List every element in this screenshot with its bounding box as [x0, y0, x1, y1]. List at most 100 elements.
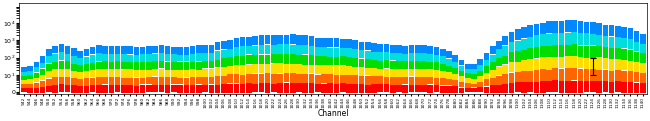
Bar [146, 69, 151, 77]
Bar [627, 71, 633, 82]
Bar [259, 35, 265, 45]
Bar [77, 65, 83, 72]
Bar [165, 46, 170, 54]
Bar [102, 46, 108, 54]
Bar [159, 45, 164, 53]
Bar [490, 70, 495, 78]
Bar [315, 56, 320, 65]
Bar [152, 68, 158, 76]
Bar [271, 74, 277, 83]
Bar [115, 69, 120, 77]
Bar [227, 48, 233, 57]
Bar [534, 81, 540, 93]
Bar [309, 45, 314, 55]
Bar [502, 36, 508, 45]
Bar [421, 45, 427, 53]
Bar [71, 48, 77, 56]
Bar [202, 53, 208, 61]
Bar [209, 45, 214, 53]
Bar [640, 43, 645, 53]
Bar [359, 84, 364, 93]
Bar [465, 87, 471, 92]
Bar [52, 45, 58, 53]
Bar [321, 56, 327, 65]
Bar [428, 46, 433, 54]
Bar [152, 61, 158, 69]
Bar [509, 32, 514, 42]
Bar [434, 85, 439, 92]
Bar [90, 70, 96, 77]
Bar [402, 61, 408, 69]
Bar [40, 56, 46, 63]
Bar [402, 53, 408, 61]
Bar [640, 34, 645, 44]
Bar [133, 78, 139, 86]
Bar [290, 45, 296, 54]
Bar [440, 63, 445, 71]
Bar [65, 46, 70, 54]
Bar [196, 53, 202, 61]
Bar [340, 39, 346, 48]
Bar [534, 35, 540, 47]
Bar [421, 77, 427, 85]
Bar [402, 76, 408, 84]
Bar [46, 71, 51, 78]
Bar [396, 77, 402, 85]
Bar [183, 47, 189, 55]
Bar [321, 47, 327, 56]
Bar [471, 64, 477, 69]
Bar [596, 34, 602, 46]
Bar [415, 77, 421, 85]
Bar [246, 65, 252, 74]
Bar [202, 60, 208, 68]
Bar [565, 81, 571, 93]
Bar [496, 67, 502, 75]
Bar [90, 47, 96, 54]
Bar [252, 46, 258, 55]
Bar [252, 36, 258, 45]
Bar [584, 69, 590, 81]
Bar [365, 59, 370, 68]
Bar [521, 60, 527, 71]
Bar [246, 74, 252, 83]
Bar [465, 68, 471, 73]
Bar [65, 77, 70, 85]
Bar [171, 77, 177, 84]
Bar [290, 83, 296, 93]
Bar [490, 78, 495, 85]
Bar [177, 62, 183, 70]
Bar [309, 74, 314, 83]
Bar [459, 76, 464, 82]
Bar [296, 55, 302, 64]
Bar [452, 68, 458, 74]
Bar [209, 60, 214, 68]
Bar [615, 59, 621, 70]
Bar [227, 40, 233, 49]
Bar [590, 57, 595, 69]
Bar [21, 76, 27, 80]
Bar [102, 69, 108, 77]
Bar [227, 74, 233, 83]
Bar [227, 57, 233, 65]
Bar [233, 84, 239, 93]
Bar [58, 76, 64, 84]
Bar [484, 87, 489, 93]
Bar [402, 85, 408, 93]
Bar [127, 55, 133, 62]
Bar [459, 81, 464, 87]
Bar [21, 67, 27, 72]
Bar [521, 49, 527, 60]
Bar [409, 45, 414, 53]
Bar [552, 45, 558, 57]
Bar [252, 83, 258, 92]
Bar [584, 22, 590, 34]
Bar [378, 84, 383, 92]
Bar [440, 56, 445, 64]
Bar [133, 62, 139, 70]
Bar [396, 45, 402, 53]
Bar [584, 57, 590, 69]
Bar [371, 84, 377, 93]
Bar [215, 59, 220, 67]
Bar [165, 69, 170, 76]
Bar [546, 80, 552, 92]
